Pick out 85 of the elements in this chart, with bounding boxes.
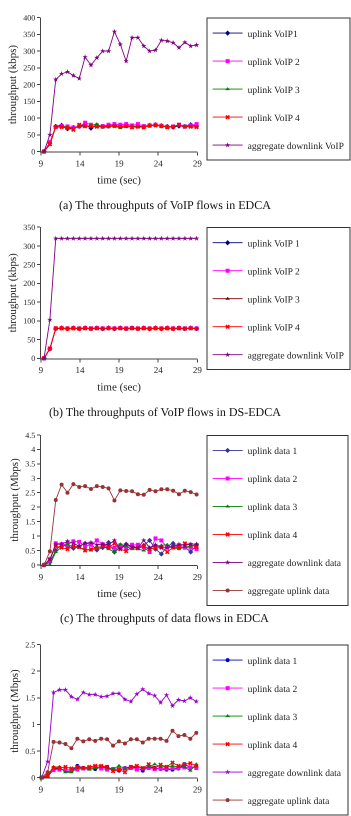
legend-label: aggregate uplink data [248, 796, 330, 807]
y-tick-label: 2 [31, 502, 36, 512]
y-tick-label: 2.5 [25, 640, 36, 650]
y-tick-label: 3.5 [25, 460, 36, 469]
legend-label: uplink data 4 [248, 740, 298, 751]
legend-label: aggregate downlink data [248, 768, 342, 779]
x-tick-label: 14 [76, 365, 86, 376]
legend-label: aggregate downlink VoIP [248, 142, 344, 152]
y-tick-label: 2.5 [25, 488, 36, 498]
x-axis-title: time (sec) [97, 588, 142, 600]
x-tick-label: 9 [38, 158, 44, 168]
y-tick-label: 150 [23, 298, 36, 307]
legend-label: uplink data 3 [248, 712, 298, 723]
x-tick-label: 19 [114, 572, 124, 582]
x-tick-label: 9 [38, 365, 44, 376]
x-tick-label: 14 [76, 572, 86, 582]
y-tick-label: 100 [23, 316, 36, 326]
legend-label: uplink data 3 [248, 503, 298, 514]
y-tick-label: 1.5 [25, 694, 36, 703]
y-tick-label: 300 [23, 242, 36, 251]
y-tick-label: 50 [27, 130, 36, 140]
legend-label: uplink VoIP 3 [248, 295, 300, 306]
x-tick-label: 19 [114, 365, 124, 376]
x-tick-label: 29 [192, 572, 202, 582]
y-tick-label: 1.5 [25, 517, 36, 526]
y-tick-label: 200 [23, 80, 36, 90]
x-axis-title: time (sec) [97, 174, 142, 187]
legend-label: uplink VoIP 1 [248, 239, 300, 250]
x-tick-label: 14 [76, 784, 86, 794]
y-axis-title: throughput (kbps) [6, 44, 19, 124]
legend-label: aggregate uplink data [248, 587, 330, 598]
legend-label: uplink data 1 [248, 447, 298, 458]
x-tick-label: 9 [38, 572, 44, 582]
y-tick-label: 0 [31, 147, 36, 156]
y-axis-title: throughput (kbps) [6, 252, 19, 332]
y-tick-label: 3 [31, 474, 36, 484]
legend-label: aggregate downlink data [248, 559, 342, 570]
y-tick-label: 0.5 [25, 746, 36, 756]
x-tick-label: 14 [76, 158, 86, 168]
y-tick-label: 0 [31, 560, 36, 570]
y-tick-label: 2 [31, 666, 36, 676]
y-tick-label: 0 [31, 773, 36, 782]
y-tick-label: 150 [23, 97, 36, 106]
y-tick-label: 400 [23, 13, 36, 22]
y-tick-label: 0.5 [25, 546, 36, 556]
y-tick-label: 100 [23, 114, 36, 123]
x-axis-title: time (sec) [97, 381, 142, 394]
legend-label: uplink VoIP 3 [248, 86, 300, 96]
legend-label: uplink data 4 [248, 531, 298, 542]
x-tick-label: 29 [192, 784, 202, 794]
x-tick-label: 29 [192, 158, 202, 168]
y-tick-label: 4.5 [25, 430, 36, 440]
legend-label: uplink VoIP 4 [248, 323, 300, 334]
x-tick-label: 9 [38, 784, 44, 794]
x-tick-label: 24 [154, 572, 164, 582]
x-tick-label: 24 [154, 365, 164, 376]
y-tick-label: 4 [31, 445, 36, 454]
legend-label: uplink data 1 [248, 656, 298, 667]
x-tick-label: 29 [192, 365, 202, 376]
y-axis-title: throughput (Mbps) [8, 458, 21, 542]
y-tick-label: 350 [23, 30, 36, 40]
x-tick-label: 19 [114, 158, 124, 168]
y-tick-label: 1 [31, 720, 36, 730]
legend-label: uplink VoIP 2 [248, 267, 300, 278]
y-tick-label: 350 [23, 223, 36, 232]
legend-label: uplink data 2 [248, 684, 298, 695]
legend-label: uplink VoIP 2 [248, 58, 300, 68]
y-tick-label: 50 [27, 335, 36, 344]
legend-label: uplink data 2 [248, 475, 298, 486]
y-tick-label: 0 [31, 354, 36, 364]
legend-label: aggregate downlink VoIP [248, 351, 344, 362]
y-tick-label: 1 [31, 532, 36, 541]
x-tick-label: 19 [114, 784, 124, 794]
x-tick-label: 24 [154, 784, 164, 794]
x-tick-label: 24 [154, 158, 164, 168]
y-axis-title: throughput (Mbps) [8, 669, 21, 753]
y-tick-label: 250 [23, 64, 36, 73]
y-tick-label: 250 [23, 260, 36, 270]
text: (c) The throughputs of data flows in EDCA [60, 611, 270, 625]
legend-label: uplink VoIP1 [248, 30, 298, 40]
legend-label: uplink VoIP 4 [248, 114, 300, 124]
y-tick-label: 200 [23, 279, 36, 288]
text: (a) The throughputs of VoIP flows in EDCA [59, 198, 272, 212]
text: (b) The throughputs of VoIP flows in DS-EDCA [49, 405, 282, 419]
y-tick-label: 300 [23, 46, 36, 56]
